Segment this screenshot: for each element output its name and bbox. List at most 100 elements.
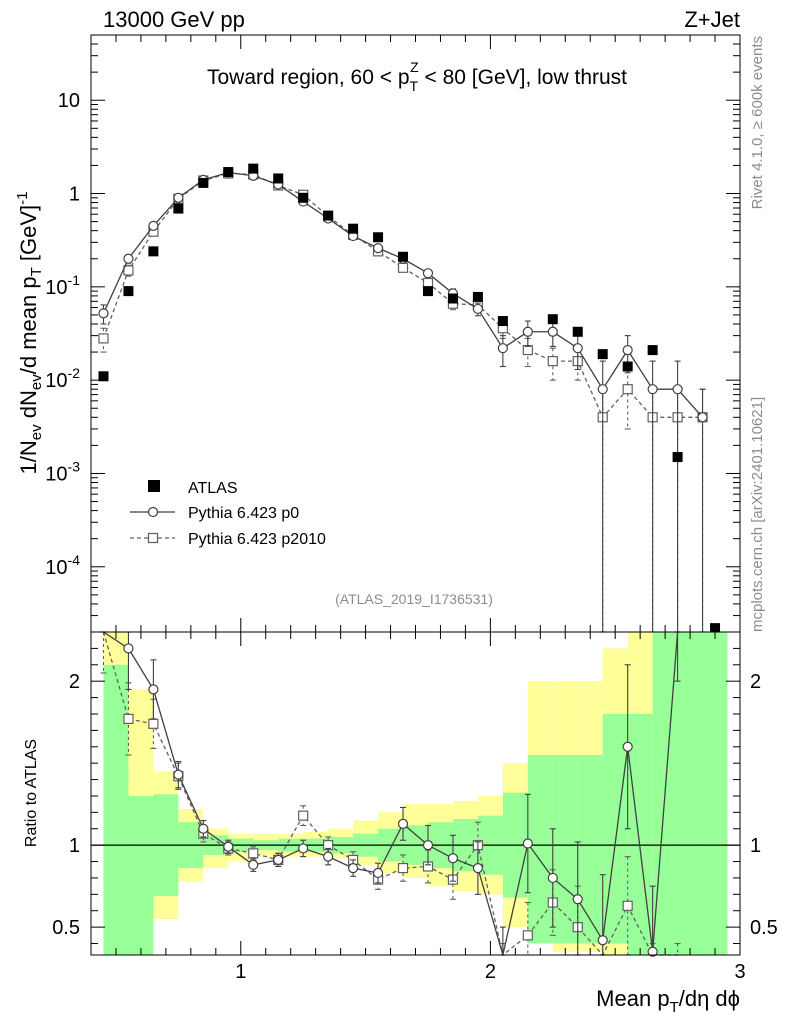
atlas-point xyxy=(547,314,558,325)
p0-point xyxy=(98,308,109,319)
p0-point xyxy=(123,253,134,264)
atlas-point xyxy=(198,177,209,188)
p0-point xyxy=(547,326,558,337)
y-tick-label: 10-4 xyxy=(45,552,80,579)
ratio-p2010-line xyxy=(102,631,678,957)
ratio-y-tick-label-left: 1 xyxy=(69,835,80,857)
legend-p0-label: Pythia 6.423 p0 xyxy=(188,505,299,522)
legend: ATLAS Pythia 6.423 p0 Pythia 6.423 p2010 xyxy=(130,480,326,548)
p0-point xyxy=(148,220,159,231)
p0-point xyxy=(572,343,583,354)
y-tick-label: 10-2 xyxy=(45,365,80,392)
ratio-p2010-point xyxy=(397,863,409,874)
atlas-point xyxy=(248,163,259,174)
atlas-point xyxy=(223,167,234,178)
ratio-p0-point xyxy=(647,946,658,957)
atlas-point xyxy=(447,293,458,304)
ratio-p0-point xyxy=(298,843,309,854)
x-tick-label: 1 xyxy=(235,961,246,983)
atlas-point xyxy=(98,371,109,382)
legend-atlas-marker xyxy=(148,480,160,492)
p0-point xyxy=(647,384,658,395)
p0-point xyxy=(597,384,608,395)
ratio-p0-point xyxy=(123,643,134,654)
atlas-point xyxy=(123,286,134,297)
p0-point xyxy=(422,268,434,279)
ratio-band-green xyxy=(552,754,578,944)
atlas-point xyxy=(298,192,309,203)
x-tick-label: 3 xyxy=(734,961,745,983)
legend-atlas-label: ATLAS xyxy=(188,480,238,497)
p2010-point xyxy=(547,356,558,367)
ratio-p0-point xyxy=(522,838,533,849)
ratio-y-tick-label-right: 1 xyxy=(750,835,761,857)
ratio-p2010-point xyxy=(148,718,159,729)
ratio-p0-point xyxy=(472,863,484,874)
ratio-p0-point xyxy=(547,872,558,884)
atlas-point xyxy=(597,349,608,360)
p2010-point xyxy=(123,265,134,276)
ratio-p0-point xyxy=(622,741,633,752)
rivet-version: Rivet 4.1.0, ≥ 600k events xyxy=(749,36,766,209)
ratio-p0-point xyxy=(223,841,234,852)
ratio-p0-point xyxy=(198,823,209,834)
ratio-p0-point xyxy=(422,840,434,851)
p0-point xyxy=(622,344,633,356)
ratio-p2010-point xyxy=(298,810,309,821)
analysis-id: (ATLAS_2019_I1736531) xyxy=(335,591,493,607)
ratio-y-label: Ratio to ATLAS xyxy=(23,739,40,847)
ratio-band-green xyxy=(577,754,603,944)
ratio-p0-line xyxy=(103,631,679,956)
atlas-point xyxy=(323,210,334,221)
ratio-p0-point xyxy=(148,684,159,695)
p0-point xyxy=(522,326,533,337)
p0-point xyxy=(372,243,384,254)
ratio-p0-point xyxy=(323,851,334,862)
p0-point xyxy=(672,384,683,395)
y-tick-label: 10-3 xyxy=(45,458,80,485)
atlas-point xyxy=(622,361,633,372)
atlas-point xyxy=(173,203,184,214)
ratio-band-green xyxy=(677,632,703,955)
legend-p0-marker xyxy=(147,506,159,518)
ratio-y-tick-label-left: 2 xyxy=(69,671,80,693)
ratio-p0-point xyxy=(273,854,284,866)
atlas-point xyxy=(273,173,284,184)
ratio-p0-point xyxy=(372,867,384,879)
atlas-point xyxy=(672,452,683,463)
atlas-point xyxy=(647,345,658,356)
atlas-point xyxy=(472,291,483,302)
p2010-point xyxy=(622,384,633,395)
ratio-p0-point xyxy=(347,863,359,874)
atlas-point xyxy=(398,251,409,262)
header-left: 13000 GeV pp xyxy=(103,7,245,32)
ratio-p0-point xyxy=(572,894,583,905)
legend-p2010-label: Pythia 6.423 p2010 xyxy=(188,531,326,548)
ratio-p0-point xyxy=(173,769,184,780)
y-axis-label: 1/Nev dNev/d mean pT [GeV]-1 xyxy=(14,192,45,475)
main-plot: 10-4 10-3 10-2 10-1 1 10 Toward region, 60 < … xyxy=(14,34,741,634)
atlas-point xyxy=(148,246,159,257)
ratio-band-green xyxy=(128,795,154,955)
p0-point xyxy=(472,303,484,315)
ratio-y-tick-label-right: 0.5 xyxy=(750,917,778,939)
p2010-point xyxy=(397,262,409,273)
y-tick-label: 10-1 xyxy=(45,272,80,299)
p0-point xyxy=(173,192,184,203)
ratio-p0-point xyxy=(248,859,259,870)
chart-title: Toward region, 60 < pTZ < 80 [GeV], low … xyxy=(207,59,627,94)
ratio-plot: 1 2 30.5 0.51 12 2 Ratio to ATLAS Mean pT/dη … xyxy=(23,631,778,1016)
x-tick-label: 2 xyxy=(485,961,496,983)
ratio-band-green xyxy=(103,664,129,955)
y-tick-label: 10 xyxy=(58,90,80,112)
ratio-p2010-point xyxy=(522,930,533,941)
ratio-p0-point xyxy=(597,935,608,946)
p2010-point xyxy=(98,333,109,344)
p0-point xyxy=(697,412,708,423)
ratio-y-tick-label-right: 2 xyxy=(750,671,761,693)
ratio-band-green xyxy=(702,632,728,955)
ratio-p0-point xyxy=(397,818,409,829)
atlas-point xyxy=(422,286,433,297)
atlas-point xyxy=(497,316,508,327)
